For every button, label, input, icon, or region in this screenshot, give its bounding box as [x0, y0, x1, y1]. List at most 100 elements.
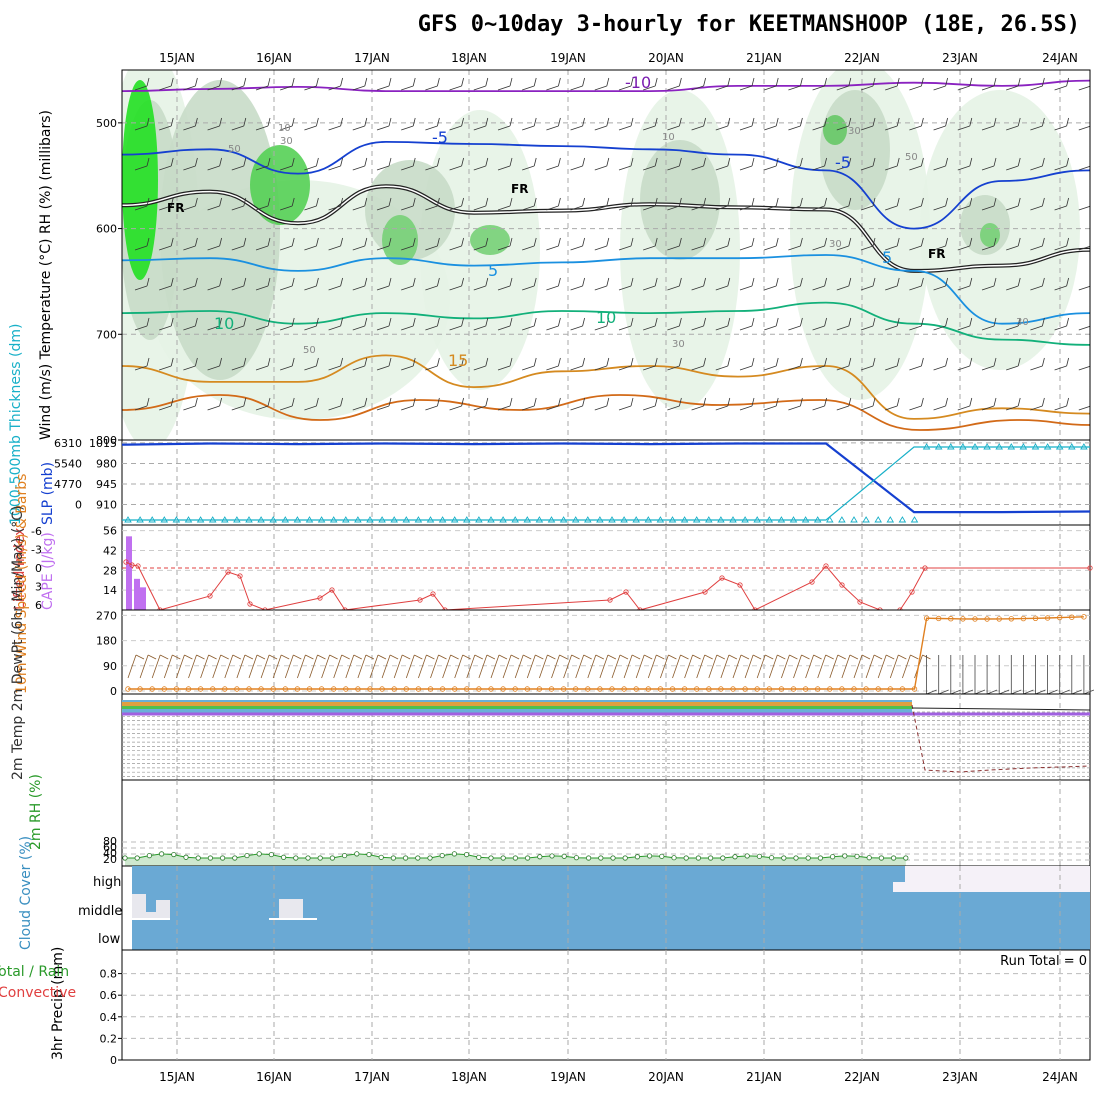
wind-barb	[933, 405, 946, 411]
wind-barb	[260, 654, 270, 679]
wind-barb	[643, 365, 656, 371]
wind-speed-point	[597, 686, 603, 692]
wind-barb	[509, 397, 513, 407]
thickness-marker	[269, 516, 277, 523]
wind-speed-point	[439, 686, 446, 692]
wind-barb	[599, 654, 609, 679]
wind-barb	[449, 405, 462, 411]
rh-point	[683, 855, 689, 861]
wind-barb	[938, 689, 949, 695]
wind-barb	[449, 285, 462, 291]
wind-barb	[364, 317, 368, 327]
lifted-index-point	[922, 565, 928, 571]
wind-barb	[146, 397, 150, 407]
wind-barb	[836, 405, 849, 411]
wind-barb	[183, 205, 196, 211]
wind-barb	[611, 654, 621, 679]
rh-point	[415, 855, 421, 861]
wind-speed-point	[948, 616, 954, 622]
y-tick-label: 800	[96, 434, 117, 447]
precip-panel: 0.8 0.6 0.4 0.2 0 Run Total = 0	[100, 949, 1091, 1067]
wind-barb	[546, 85, 559, 91]
wind-barb	[896, 197, 900, 207]
rh-point	[256, 851, 262, 857]
wind-barb	[514, 654, 524, 679]
wind-barb	[1078, 405, 1090, 411]
wind-barb	[860, 325, 874, 331]
wind-barb	[231, 405, 244, 411]
y-tick-label: 60	[103, 841, 117, 854]
wind-barb	[877, 654, 887, 679]
wind-barb	[708, 654, 718, 679]
wind-speed-point	[488, 686, 494, 692]
freezing-level-label: FR	[511, 182, 528, 196]
wind-barb	[551, 654, 560, 679]
wind-barb	[134, 405, 148, 411]
wind-barb	[388, 277, 392, 287]
wind-barb	[764, 245, 777, 251]
wind-barb	[146, 197, 150, 207]
wind-barb	[1078, 285, 1090, 291]
thickness-marker	[632, 516, 640, 523]
wind-barb	[764, 205, 777, 211]
rh-point	[524, 855, 531, 861]
wind-barb	[969, 317, 973, 327]
wind-barb	[170, 197, 174, 207]
rh-shade	[250, 145, 310, 225]
thickness-marker	[765, 516, 774, 523]
wind-barb	[853, 654, 863, 679]
wind-barb	[533, 397, 537, 407]
rh-point	[549, 853, 555, 859]
wind-barb	[727, 277, 731, 287]
chart-title: GFS 0~10day 3-hourly for KEETMANSHOOP (1…	[417, 12, 1080, 37]
wind-barb	[329, 654, 338, 660]
wind-barb	[497, 285, 511, 291]
wind-barb	[945, 197, 948, 207]
wind-barb	[401, 325, 414, 331]
wind-barb	[364, 197, 368, 207]
date-tick-label: 23JAN	[942, 1070, 978, 1084]
wind-barb	[1083, 689, 1095, 695]
wind-barb	[134, 365, 148, 371]
wind-barb	[764, 325, 777, 331]
wind-barb	[618, 285, 632, 291]
wind-barb	[485, 237, 489, 247]
wind-barb	[357, 654, 367, 679]
wind-barb	[255, 405, 269, 411]
wind-barb	[291, 197, 295, 207]
wind-barb	[280, 125, 293, 131]
thickness-marker	[559, 516, 568, 523]
wind-barb	[836, 285, 849, 291]
wind-barb	[146, 237, 150, 247]
wind-barb	[426, 654, 435, 660]
wind-barb	[1006, 205, 1019, 211]
wind-barb	[933, 245, 946, 251]
wind-barb	[909, 285, 922, 291]
wind-barb	[412, 117, 416, 127]
wind-barb	[333, 654, 343, 679]
wind-barb	[981, 365, 995, 371]
wind-barb	[1091, 318, 1093, 326]
wind-barb	[533, 237, 537, 247]
wind-speed-point	[1032, 615, 1039, 622]
wind-barb	[583, 654, 592, 660]
wind-barb	[981, 285, 995, 291]
date-tick-label: 18JAN	[451, 1070, 487, 1084]
wind-barb	[672, 654, 681, 679]
wind-barb	[788, 365, 801, 371]
wind-barb	[134, 205, 148, 211]
y-tick-label: 6	[35, 599, 42, 612]
wind-barb	[418, 654, 427, 679]
wind-barb	[656, 654, 665, 660]
wind-barb	[643, 125, 656, 131]
wind-barb	[1042, 197, 1045, 207]
wind-barb	[473, 125, 486, 131]
wind-barb	[490, 654, 500, 679]
wind-speed-point	[536, 686, 543, 692]
wind-barb	[340, 397, 343, 407]
wind-barb	[485, 157, 489, 167]
isotherms	[122, 79, 1090, 431]
wind-barb	[801, 654, 810, 660]
wind-barb	[558, 157, 561, 167]
wind-barb	[219, 117, 222, 127]
